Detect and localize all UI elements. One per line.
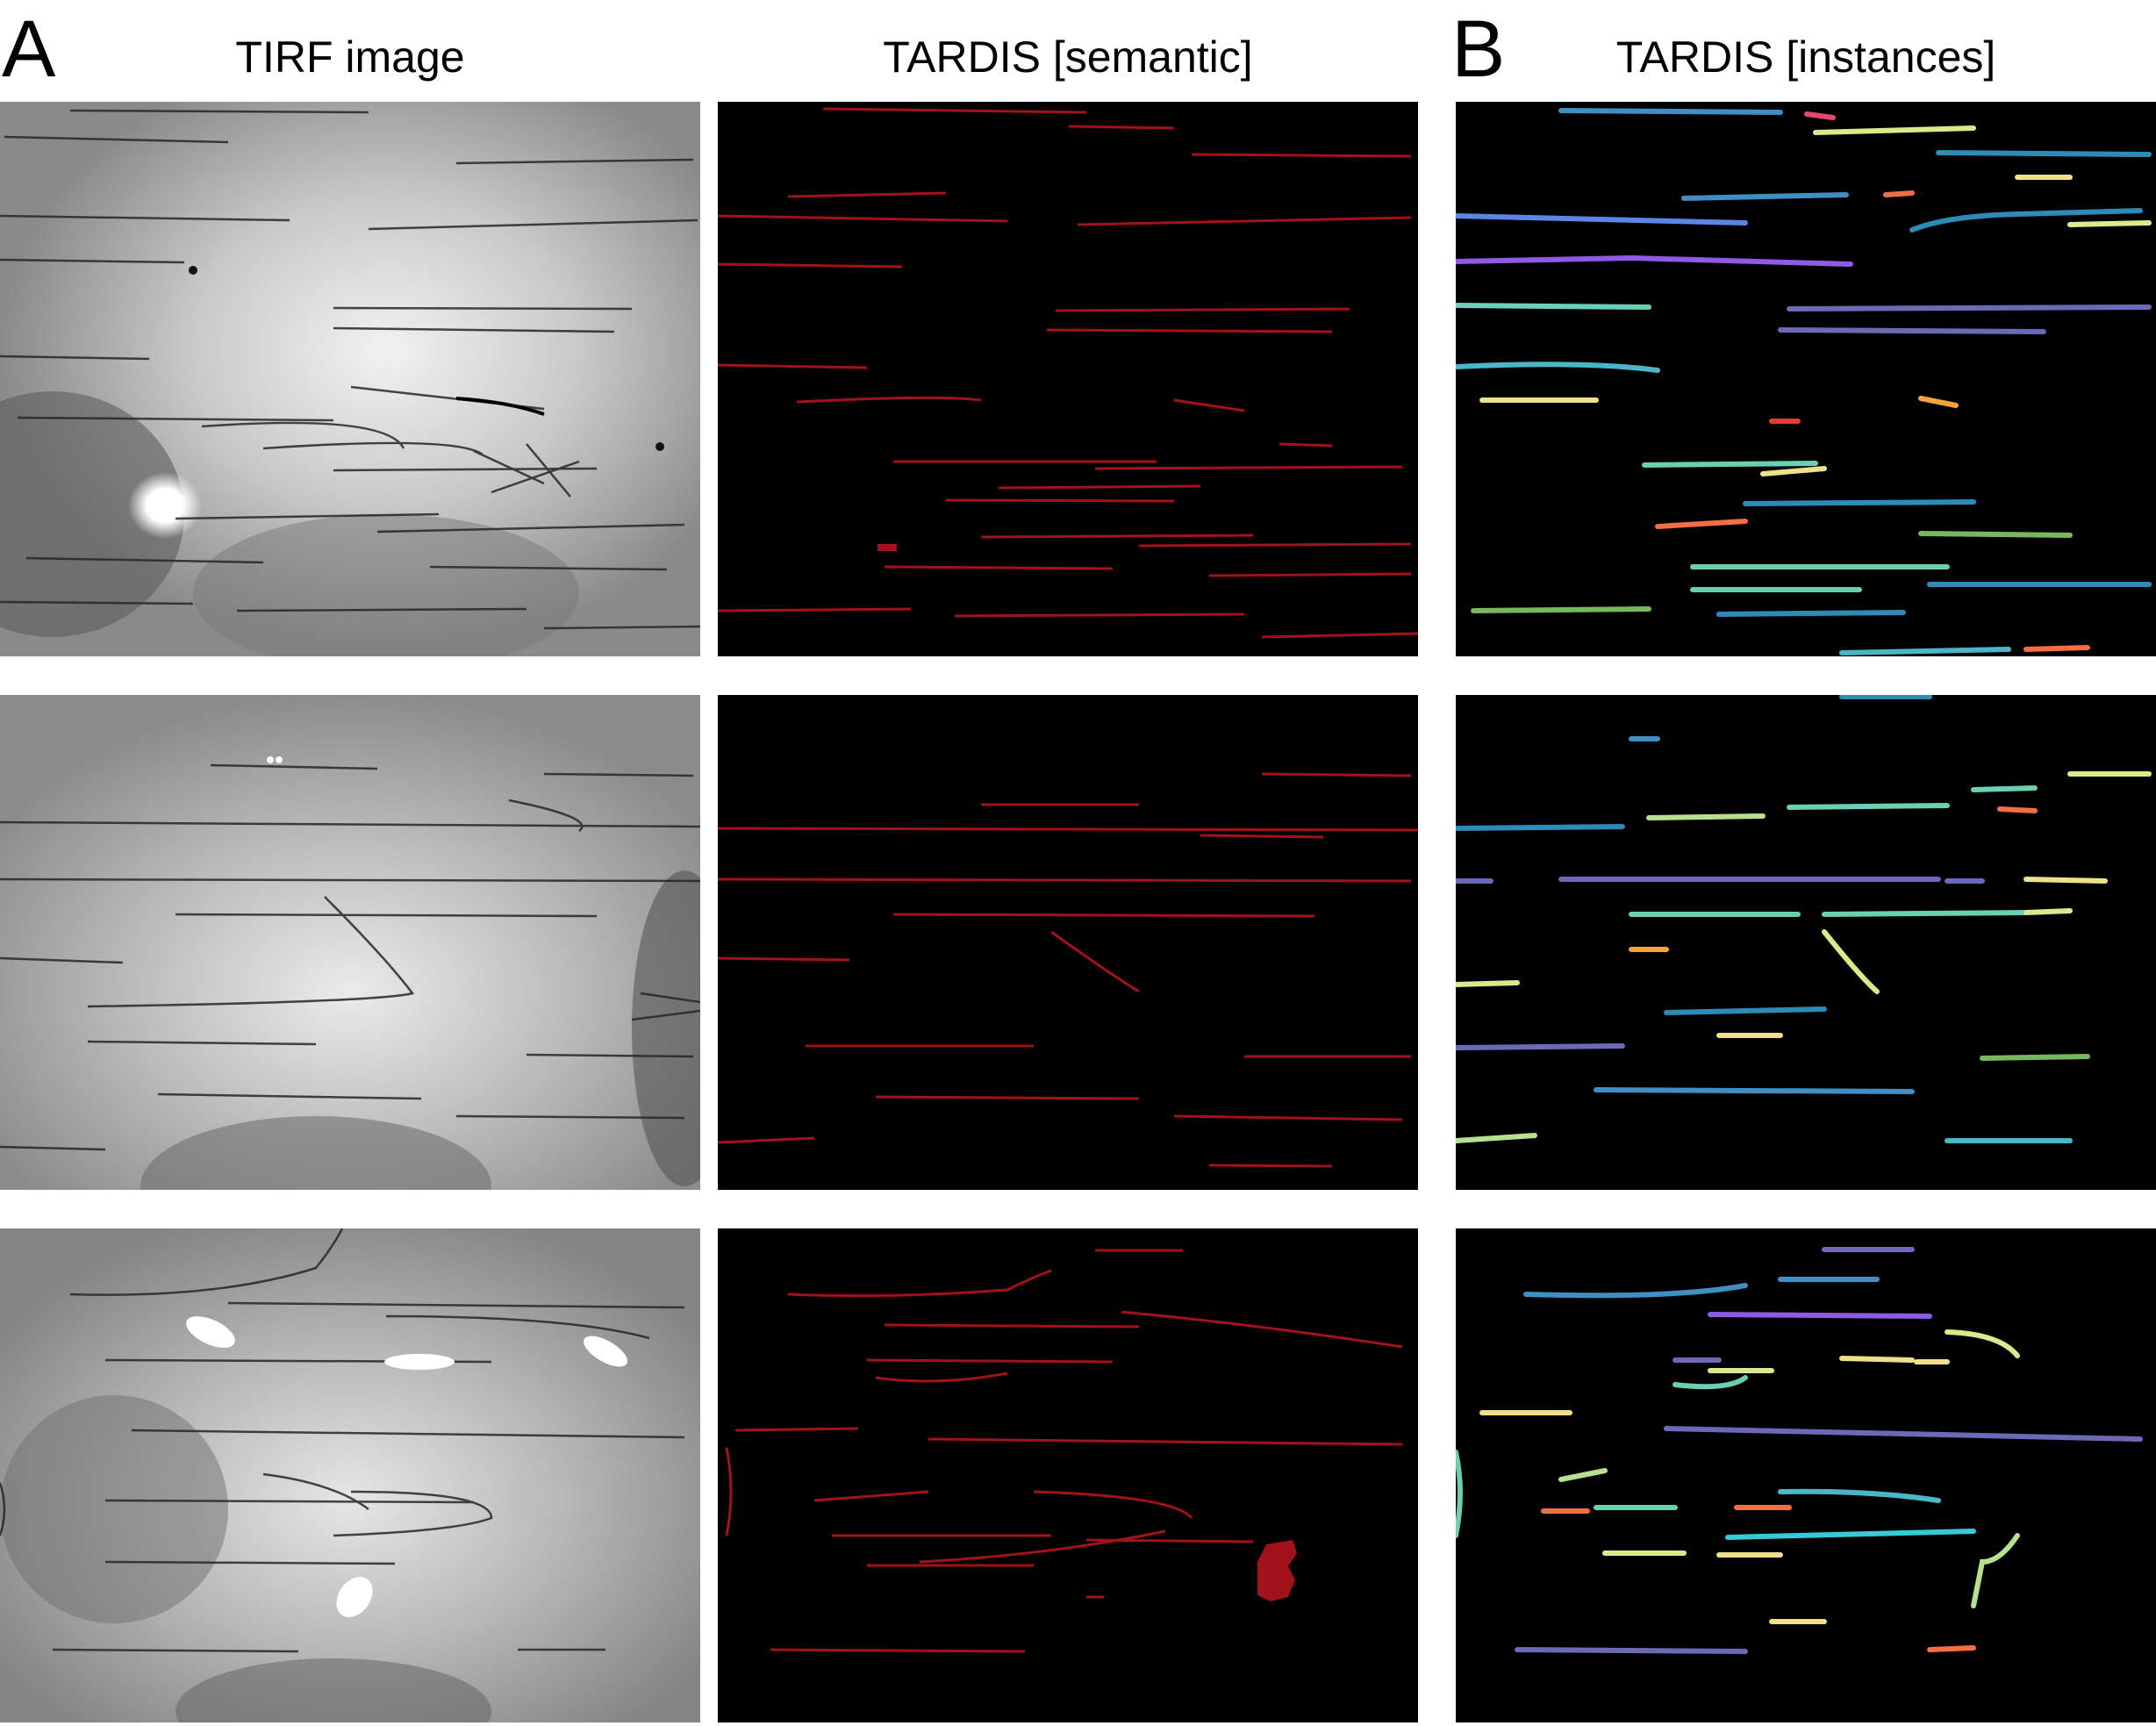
instance-mask-row-3-graphic (1456, 1247, 2143, 1654)
panel-letter-a: A (2, 4, 56, 94)
semantic-mask-row-2 (718, 695, 1418, 1190)
instance-mask-row-2 (1456, 695, 2156, 1190)
instance-mask-row-2-graphic (1456, 695, 2152, 1143)
semantic-mask-row-1-graphic (718, 107, 1418, 639)
tirf-image-row-3 (0, 1228, 700, 1722)
column-title-tirf: TIRF image (235, 32, 465, 82)
column-title-semantic: TARDIS [semantic] (883, 32, 1253, 82)
semantic-mask-row-1 (718, 102, 1418, 656)
tirf-image-row-1 (0, 102, 700, 656)
semantic-mask-row-3-graphic (725, 1249, 1403, 1653)
instance-mask-row-1 (1456, 102, 2156, 656)
instance-mask-row-1-graphic (1456, 108, 2152, 655)
semantic-mask-row-3 (718, 1228, 1418, 1722)
tirf-image-row-2 (0, 695, 700, 1190)
column-title-instances: TARDIS [instances] (1615, 32, 1996, 82)
tirf-image-row-3-graphic (0, 1228, 700, 1722)
tirf-image-row-1-graphic (0, 102, 700, 656)
tirf-image-row-2-graphic (0, 695, 700, 1190)
panel-letter-b: B (1451, 4, 1506, 94)
instance-mask-row-3 (1456, 1228, 2156, 1722)
semantic-mask-row-2-graphic (718, 772, 1418, 1168)
